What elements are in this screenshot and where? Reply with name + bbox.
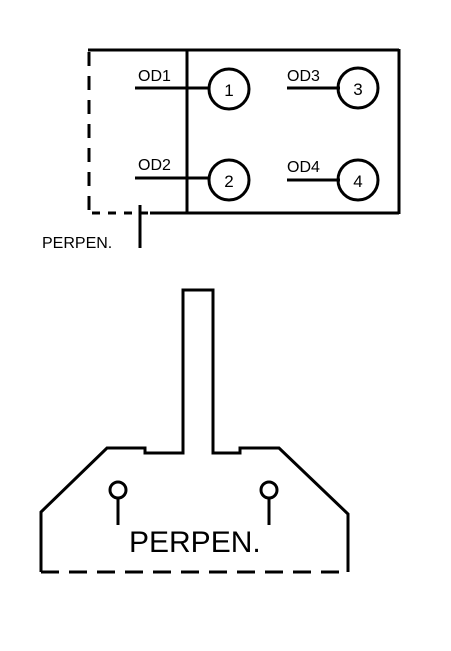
- node-2-label: 2: [224, 172, 233, 191]
- od2-label: OD2: [138, 157, 171, 174]
- node-4-circle: [336, 158, 380, 202]
- perpen-label-bottom: PERPEN.: [129, 526, 261, 559]
- od1-label: OD1: [138, 68, 171, 85]
- part-outline: [39, 288, 350, 572]
- top-schematic: [87, 48, 401, 248]
- left-pin-head: [108, 480, 128, 500]
- bottom-part: [39, 288, 350, 574]
- node-1-circle: [207, 67, 251, 111]
- od4-label: OD4: [287, 159, 320, 176]
- top-schematic-text: OD1 OD2 OD3 OD4 PERPEN. 1 2 3 4: [42, 68, 363, 252]
- node-4-label: 4: [353, 172, 362, 191]
- node-3-label: 3: [353, 80, 362, 99]
- perpen-label-top: PERPEN.: [42, 235, 112, 252]
- node-1-label: 1: [224, 81, 233, 100]
- node-3-circle: [336, 66, 380, 110]
- node-2-circle: [207, 158, 251, 202]
- right-pin-head: [259, 480, 279, 500]
- od3-label: OD3: [287, 68, 320, 85]
